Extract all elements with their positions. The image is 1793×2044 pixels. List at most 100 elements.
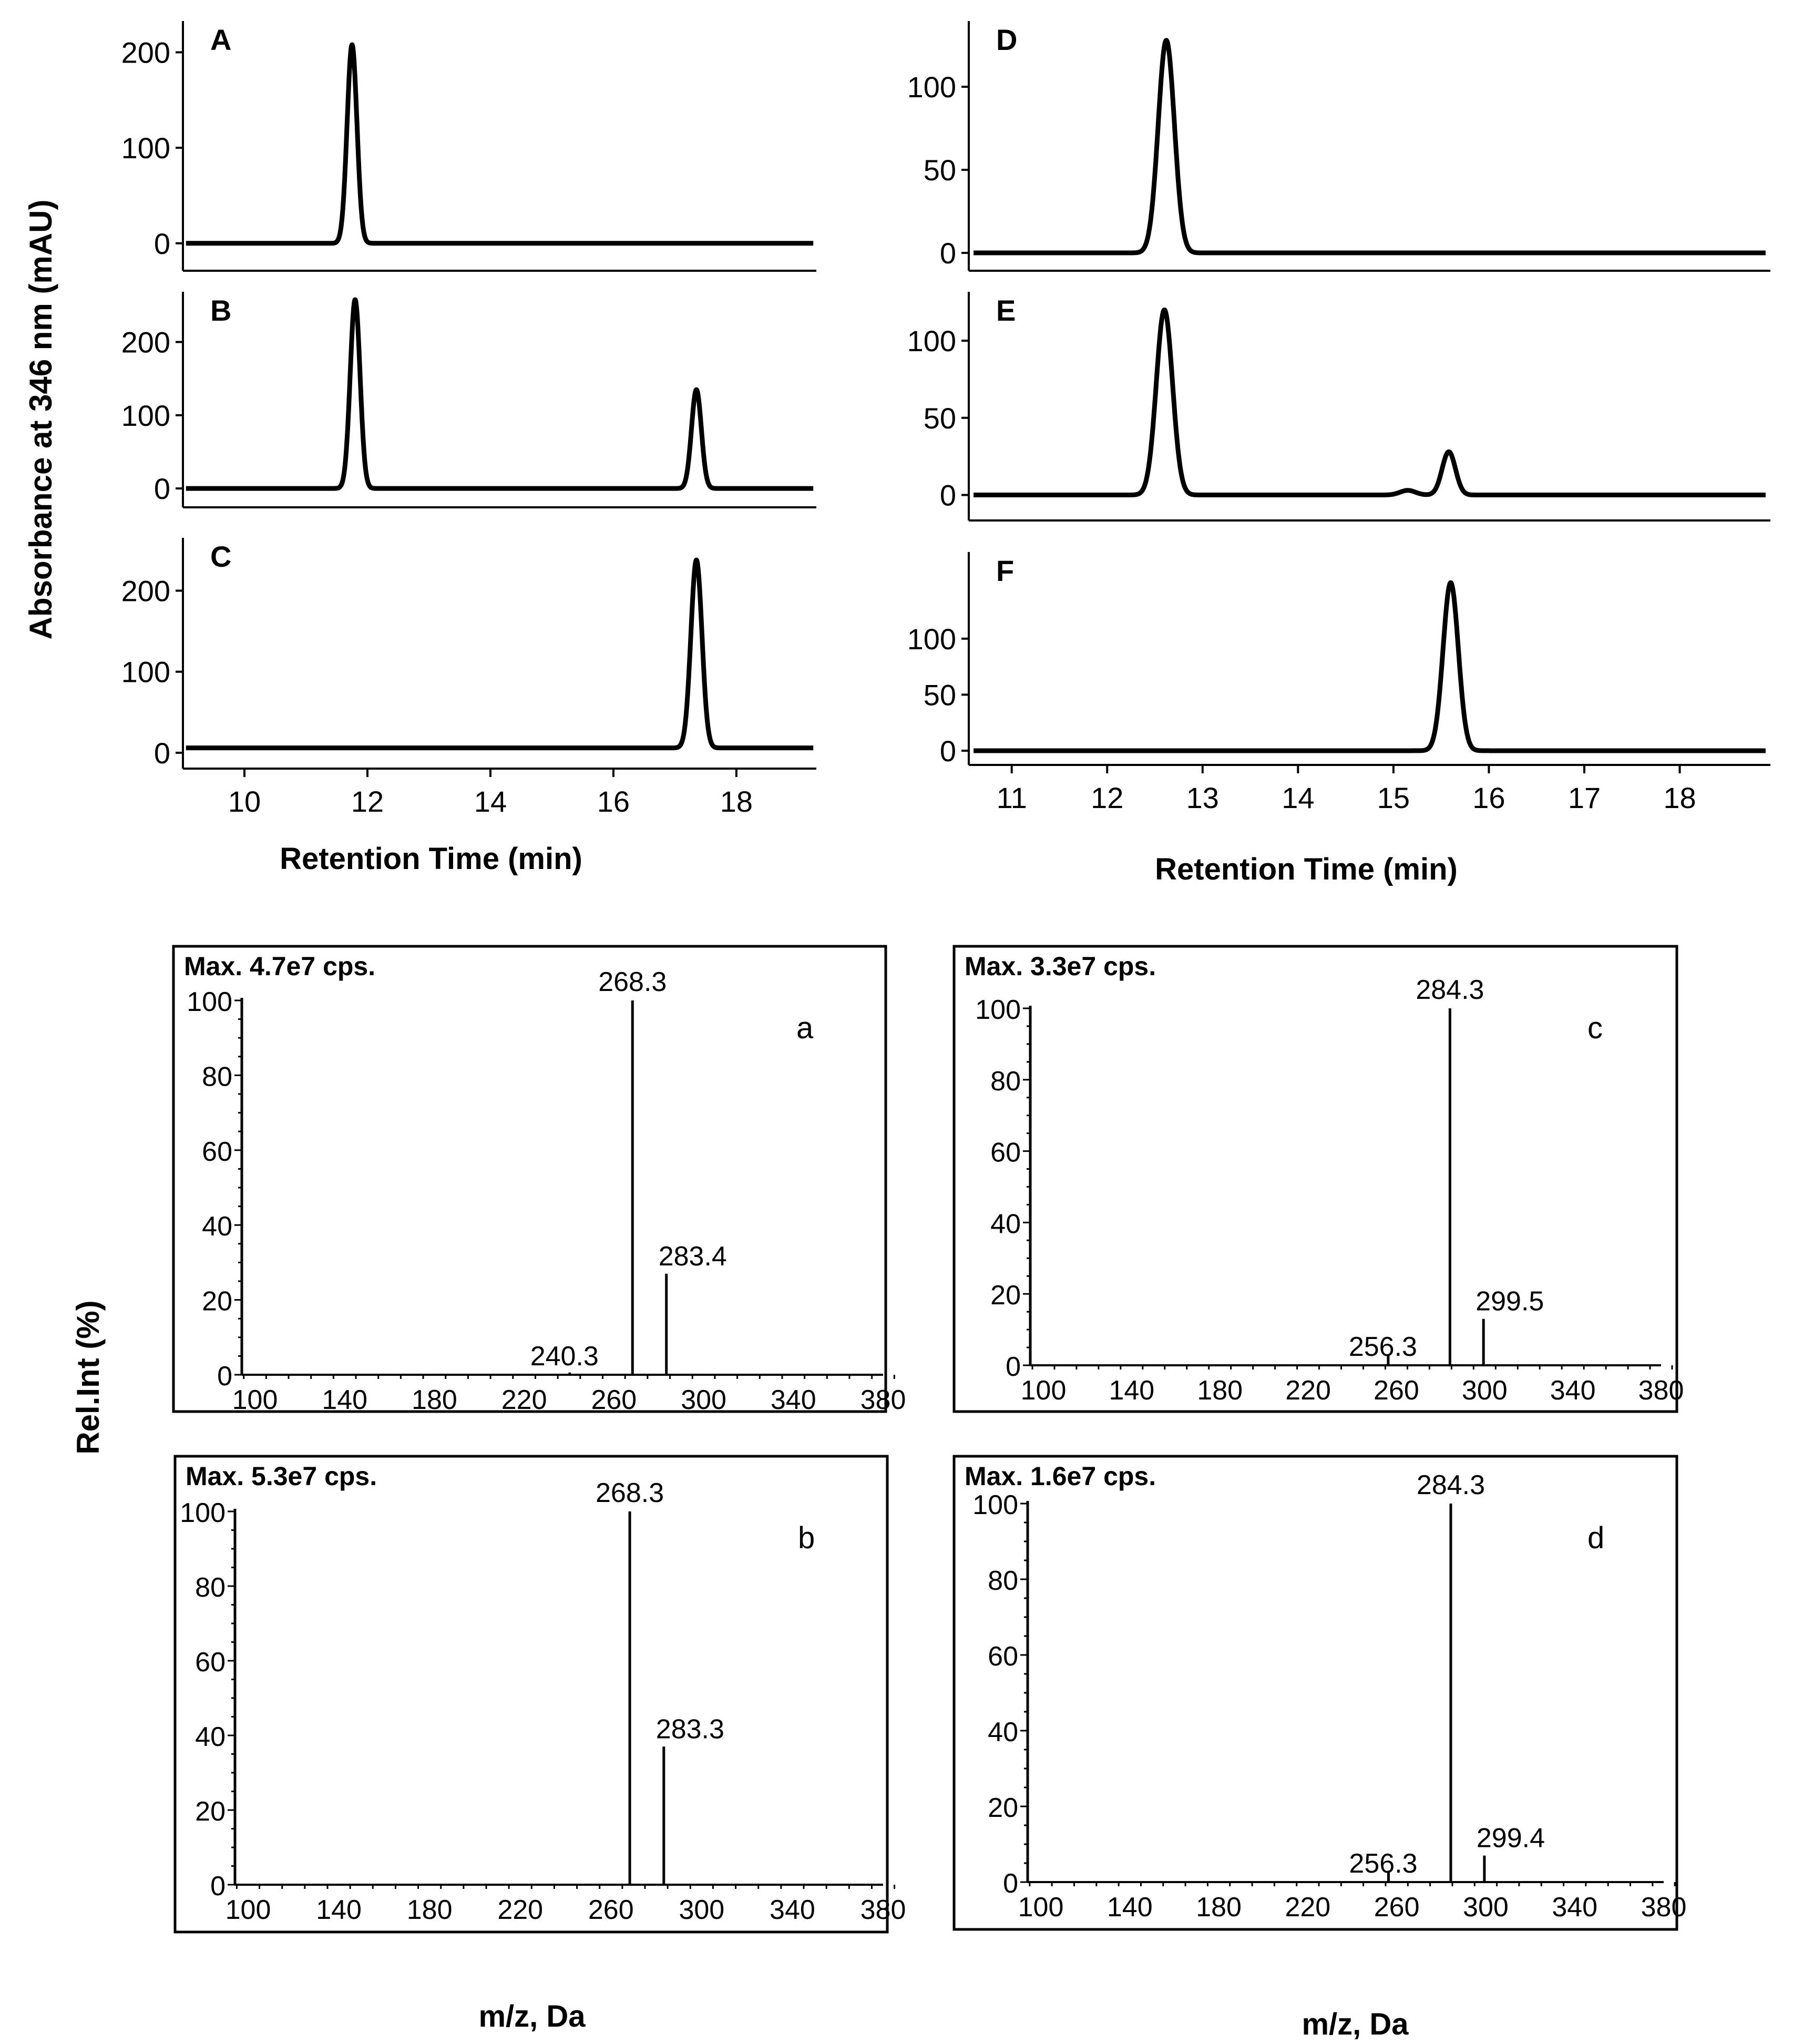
y-tick-label: 60 [988, 1641, 1018, 1672]
y-tick-label: 40 [195, 1722, 226, 1752]
y-tick-label: 200 [121, 36, 170, 69]
x-tick-label: 340 [771, 1385, 816, 1415]
y-tick-label: 80 [202, 1061, 232, 1092]
spectrum-frame [173, 1455, 889, 1934]
y-tick-label: 80 [988, 1566, 1018, 1596]
y-tick-label: 80 [195, 1572, 226, 1603]
panel-label: a [796, 1011, 814, 1045]
x-tick-label: 260 [1374, 1375, 1419, 1406]
panel-label: E [996, 294, 1016, 327]
chromatogram-trace [971, 38, 1768, 255]
x-tick-label: 100 [1018, 1892, 1064, 1923]
y-tick-label: 100 [907, 622, 956, 656]
x-tick-label: 300 [681, 1385, 726, 1415]
y-tick-label: 100 [975, 995, 1021, 1025]
y-tick-label: 200 [121, 575, 170, 608]
x-tick-label: 380 [1641, 1892, 1687, 1923]
x-tick-label: 11 [997, 781, 1027, 814]
y-tick-label: 0 [1006, 1352, 1021, 1382]
y-tick-label: 60 [202, 1137, 232, 1167]
spectrum-peak-label: 256.3 [1349, 1848, 1417, 1879]
x-tick-label: 12 [351, 785, 384, 818]
y-tick-label: 0 [940, 237, 956, 270]
spectrum-frame [952, 945, 1678, 1413]
x-tick-label: 380 [860, 1895, 906, 1925]
chart-panel-d: Max. 1.6e7 cps. d 0 20 40 60 80 100 100 140 180 220… [952, 1455, 1687, 1931]
y-tick-label: 40 [202, 1211, 232, 1242]
chromatogram-trace [184, 557, 815, 751]
spectrum-frame [172, 945, 887, 1413]
y-tick-label: 0 [154, 737, 170, 770]
x-tick-label: 16 [1472, 781, 1505, 814]
y-tick-label: 100 [187, 987, 232, 1017]
y-tick-label: 100 [972, 1490, 1018, 1520]
x-tick-label: 180 [1196, 1892, 1242, 1923]
y-tick-label: 40 [990, 1209, 1021, 1239]
x-tick-label: 100 [1021, 1375, 1067, 1406]
chromatogram-x-axis-label-right: Retention Time (min) [1155, 852, 1458, 886]
ms-x-axis-label-left: m/z, Da [478, 1999, 586, 2033]
max-intensity-label: Max. 1.6e7 cps. [965, 1462, 1156, 1491]
y-tick-label: 100 [121, 399, 170, 432]
y-tick-label: 0 [940, 479, 956, 512]
x-tick-label: 340 [770, 1895, 815, 1925]
x-tick-label: 260 [1374, 1892, 1420, 1923]
panel-label: B [210, 294, 231, 327]
x-tick-label: 260 [591, 1385, 637, 1415]
y-tick-label: 50 [924, 402, 956, 435]
x-tick-label: 220 [497, 1895, 543, 1925]
y-tick-label: 100 [907, 70, 956, 104]
chart-panel-F: 0 50 100 11 12 13 14 15 16 17 18 F [907, 552, 1770, 814]
x-tick-label: 220 [1285, 1892, 1330, 1923]
x-tick-label: 13 [1186, 781, 1219, 814]
spectrum-peak-label: 268.3 [596, 1478, 664, 1508]
x-tick-label: 14 [474, 785, 507, 818]
y-tick-label: 200 [121, 326, 170, 359]
spectrum-peak-label: 240.3 [530, 1341, 599, 1372]
ms-x-axis-label-right: m/z, Da [1302, 2007, 1409, 2041]
spectrum-peak-label: 284.3 [1416, 975, 1484, 1005]
x-tick-label: 340 [1550, 1375, 1596, 1406]
x-tick-label: 300 [679, 1895, 724, 1925]
x-tick-label: 100 [226, 1895, 271, 1925]
panel-label: d [1587, 1521, 1604, 1555]
y-tick-label: 60 [195, 1647, 226, 1678]
spectrum-peak-label: 299.4 [1477, 1823, 1545, 1854]
chart-panel-C: 0 100 200 10 12 14 16 18 C [121, 538, 816, 818]
x-tick-label: 220 [1285, 1375, 1331, 1406]
x-tick-label: 340 [1552, 1892, 1597, 1923]
y-tick-label: 100 [180, 1498, 226, 1528]
x-tick-label: 180 [412, 1385, 457, 1415]
chromatogram-trace [971, 308, 1768, 497]
x-tick-label: 140 [316, 1895, 362, 1925]
x-tick-label: 16 [597, 785, 630, 818]
chromatogram-y-axis-label: Absorbance at 346 nm (mAU) [23, 200, 58, 640]
spectrum-peak-label: 256.3 [1349, 1332, 1417, 1362]
max-intensity-label: Max. 4.7e7 cps. [184, 952, 375, 981]
panel-label: D [996, 23, 1017, 56]
spectrum-peak-label: 299.5 [1476, 1286, 1544, 1317]
x-tick-label: 380 [860, 1385, 906, 1415]
y-tick-label: 0 [154, 472, 170, 505]
chromatogram-trace [184, 42, 815, 246]
y-tick-label: 20 [202, 1286, 232, 1317]
x-tick-label: 17 [1568, 781, 1601, 814]
y-tick-label: 20 [195, 1796, 226, 1827]
y-tick-label: 100 [907, 324, 956, 357]
x-tick-label: 220 [501, 1385, 547, 1415]
x-tick-label: 140 [1107, 1892, 1153, 1923]
panel-label: A [210, 23, 231, 56]
max-intensity-label: Max. 3.3e7 cps. [965, 952, 1156, 981]
y-tick-label: 0 [1003, 1868, 1018, 1899]
y-tick-label: 20 [988, 1793, 1018, 1823]
y-tick-label: 0 [940, 734, 956, 768]
spectrum-peak-label: 283.4 [659, 1241, 727, 1272]
x-tick-label: 18 [1663, 781, 1696, 814]
chart-panel-b: Max. 5.3e7 cps. b 0 20 40 60 80 100 100 140 180 220… [173, 1455, 906, 1934]
chromatogram-trace [184, 297, 815, 491]
x-tick-label: 180 [407, 1895, 453, 1925]
spectrum-peak-label: 268.3 [598, 967, 667, 997]
